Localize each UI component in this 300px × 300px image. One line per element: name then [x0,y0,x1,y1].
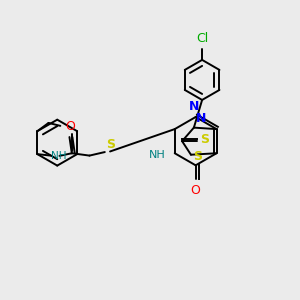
Text: Cl: Cl [196,32,208,45]
Text: N: N [189,100,200,113]
Text: N: N [196,112,206,125]
Text: S: S [200,134,209,146]
Text: S: S [106,138,115,151]
Text: NH: NH [148,150,165,160]
Text: S: S [193,150,202,163]
Text: O: O [65,120,75,133]
Text: NH: NH [51,151,67,161]
Text: O: O [191,184,201,196]
